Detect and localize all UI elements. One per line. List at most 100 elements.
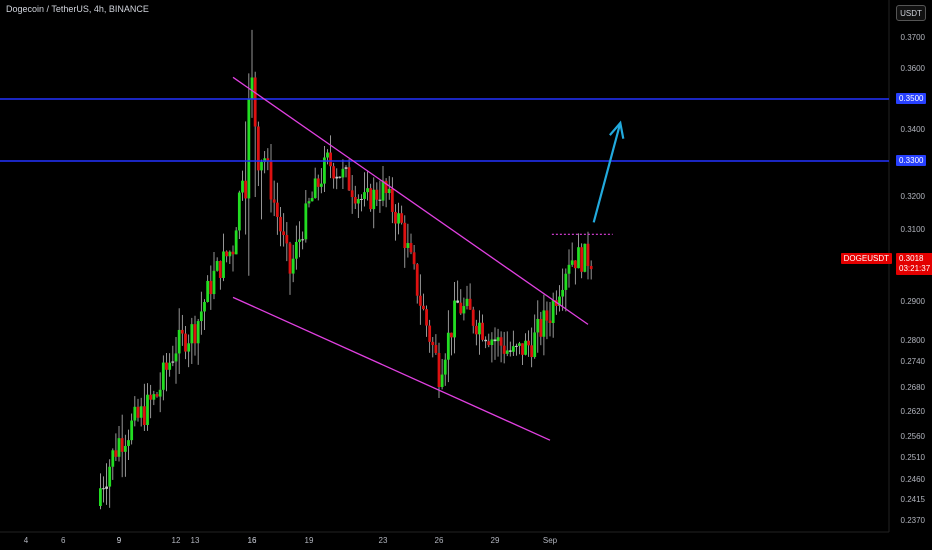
time-tick-label: 23 <box>379 536 388 545</box>
candle-body-up <box>524 340 527 355</box>
candle-body-down <box>142 406 146 426</box>
candle-body-up <box>344 167 348 169</box>
candle-body-up <box>203 301 206 312</box>
candle-body-down <box>225 251 229 257</box>
price-tick-label: 0.2800 <box>901 336 926 345</box>
candle-body-down <box>390 188 394 212</box>
candle-body-down <box>384 180 388 194</box>
candle-body-down <box>400 213 404 223</box>
candle-body-up <box>301 239 305 241</box>
price-tick-label: 0.2370 <box>901 516 926 525</box>
candle-body-down <box>120 438 124 452</box>
candle-body-up <box>199 311 203 322</box>
candle-body-up <box>465 298 469 307</box>
price-tick-label: 0.2460 <box>901 475 926 484</box>
price-tick-label: 0.2510 <box>901 453 926 462</box>
level-label-upper: 0.3500 <box>896 93 927 104</box>
candle-body-down <box>422 305 425 310</box>
candle-body-down <box>353 197 357 204</box>
candle-body-down <box>332 166 336 179</box>
time-tick-label: 13 <box>191 536 200 545</box>
candle-body-up <box>490 339 494 346</box>
price-tick-label: 0.3700 <box>901 33 926 42</box>
price-tick-label: 0.2900 <box>901 297 926 306</box>
candle-body-up <box>291 258 295 274</box>
time-tick-label: 19 <box>305 536 314 545</box>
candle-body-down <box>471 309 475 326</box>
candle-body-down <box>329 152 332 167</box>
candle-body-up <box>323 157 326 184</box>
price-tick-label: 0.3100 <box>901 225 926 234</box>
candle-body-up <box>583 243 587 272</box>
candle-body-up <box>443 359 447 375</box>
price-tick-label: 0.2560 <box>901 432 926 441</box>
candle-body-up <box>505 350 509 354</box>
candle-body-down <box>415 264 419 296</box>
candle-body-up <box>294 241 298 259</box>
candle-body-up <box>234 230 238 255</box>
candle-body-down <box>155 394 159 397</box>
candle-body-down <box>256 126 260 171</box>
candle-body-down <box>428 325 432 342</box>
candle-body-down <box>378 199 382 201</box>
candle-body-down <box>545 310 549 321</box>
candle-body-up <box>387 188 391 194</box>
candle-body-down <box>548 320 552 323</box>
annotations-group <box>0 76 889 441</box>
candle-body-up <box>561 289 565 297</box>
candle-body-down <box>114 450 118 457</box>
candle-body-down <box>539 318 543 337</box>
candle-body-up <box>335 176 339 179</box>
candle-body-up <box>196 321 200 344</box>
candle-body-up <box>117 438 121 457</box>
candle-body-up <box>133 406 137 421</box>
candle-body-up <box>397 213 400 224</box>
candle-body-down <box>184 333 187 352</box>
candle-body-up <box>111 450 115 467</box>
candle-body-up <box>372 189 376 210</box>
candle-body-up <box>187 343 191 352</box>
candle-body-up <box>222 251 225 278</box>
candle-body-down <box>412 252 416 265</box>
currency-badge[interactable]: USDT <box>896 5 926 21</box>
candle-body-down <box>269 161 273 200</box>
candle-body-down <box>350 190 354 198</box>
candle-body-down <box>521 343 524 355</box>
candle-body-up <box>190 324 194 344</box>
candle-body-down <box>459 302 463 314</box>
candle-body-up <box>260 161 263 171</box>
candle-body-down <box>431 341 435 346</box>
candle-body-down <box>231 251 235 255</box>
price-tick-label: 0.3600 <box>901 64 926 73</box>
time-tick-label: 4 <box>24 536 29 545</box>
candle-body-down <box>136 406 140 418</box>
candle-body-down <box>487 341 491 346</box>
candle-body-up <box>105 486 108 489</box>
candle-body-down <box>437 352 441 387</box>
candle-body-down <box>338 176 342 178</box>
candle-body-up <box>99 488 102 506</box>
candle-body-up <box>440 374 444 387</box>
price-tick-label: 0.2620 <box>901 407 926 416</box>
candle-body-up <box>177 329 181 354</box>
candle-body-up <box>171 361 175 363</box>
time-tick-label: 29 <box>491 536 500 545</box>
candle-body-up <box>298 239 301 242</box>
candle-body-up <box>139 406 143 418</box>
candle-body-up <box>313 178 317 199</box>
candle-body-down <box>456 300 460 303</box>
candle-body-down <box>403 222 407 248</box>
candle-body-up <box>146 394 149 426</box>
candle-body-down <box>481 322 484 340</box>
candle-body-up <box>577 247 580 269</box>
candle-body-down <box>165 362 168 370</box>
candle-body-up <box>174 353 178 362</box>
candle-body-down <box>530 345 534 358</box>
candle-body-up <box>130 420 134 441</box>
candle-body-up <box>564 273 568 290</box>
price-tick-label: 0.2740 <box>901 357 926 366</box>
time-tick-label: 9 <box>117 536 122 545</box>
candle-body-up <box>123 445 127 452</box>
